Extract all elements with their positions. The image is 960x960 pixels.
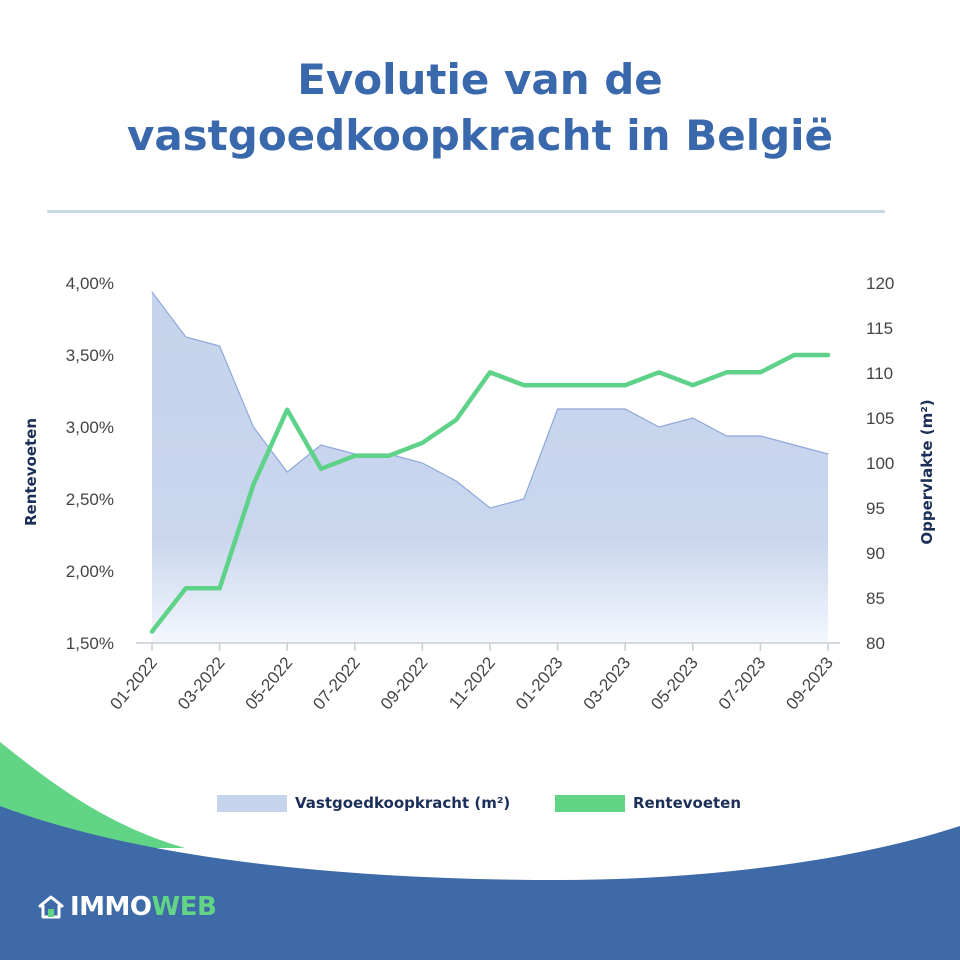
legend-swatch-line (555, 794, 625, 812)
area-point (489, 507, 491, 509)
rate-point (252, 484, 254, 486)
area-point (759, 435, 761, 437)
line-series-layer (149, 352, 831, 634)
area-point (523, 498, 525, 500)
immoweb-logo[interactable]: IMMO WEB (38, 892, 217, 922)
left-tick-label: 3,00% (66, 418, 114, 437)
rate-point (557, 384, 559, 386)
right-tick-label: 110 (866, 364, 893, 383)
area-point (320, 444, 322, 446)
house-icon (38, 895, 64, 919)
x-tick-label: 03-2023 (580, 653, 635, 713)
x-tick-label: 03-2022 (174, 653, 229, 713)
x-tick-label: 11-2022 (445, 653, 499, 712)
right-tick-label: 105 (866, 409, 894, 428)
chart-legend: Vastgoedkoopkracht (m²) Rentevoeten (0, 794, 960, 816)
footer-blue-wave (0, 806, 960, 960)
area-point (726, 435, 728, 437)
right-tick-label: 100 (866, 454, 894, 473)
right-tick-label: 85 (866, 589, 885, 608)
x-tick-label: 05-2023 (647, 653, 702, 713)
x-tick-label: 01-2023 (512, 653, 567, 713)
left-axis-ticks: 1,50% 2,00% 2,50% 3,00% 3,50% 4,00% (66, 274, 114, 653)
rate-point (590, 384, 592, 386)
x-axis-ticks: 01-2022 03-2022 05-2022 07-2022 09-2022 11-20… (106, 643, 837, 713)
area-point (658, 426, 660, 428)
area-point (590, 408, 592, 410)
x-tick-label: 09-2023 (782, 653, 837, 713)
legend-item-line: Rentevoeten (555, 794, 741, 812)
rate-point (421, 442, 423, 444)
title-line-1: Evolutie van de (297, 55, 663, 104)
area-point (793, 444, 795, 446)
rate-point (489, 371, 491, 373)
right-tick-label: 80 (866, 634, 885, 653)
right-axis-ticks: 80 85 90 95 100 105 110 115 120 (866, 274, 894, 653)
area-point (455, 480, 457, 482)
title-line-2: vastgoedkoopkracht in België (126, 111, 834, 160)
right-tick-label: 90 (866, 544, 885, 563)
area-point (421, 462, 423, 464)
left-tick-label: 2,50% (66, 490, 114, 509)
right-tick-label: 120 (866, 274, 894, 293)
rate-point (320, 468, 322, 470)
area-series-fill (152, 292, 828, 643)
rate-point (219, 587, 221, 589)
area-point (151, 291, 153, 293)
rate-point (658, 371, 660, 373)
rate-point (827, 354, 829, 356)
rate-point (726, 371, 728, 373)
rate-point (759, 371, 761, 373)
rate-point (354, 455, 356, 457)
rate-point (624, 384, 626, 386)
right-tick-label: 115 (866, 319, 893, 338)
right-axis-title: Oppervlakte (m²) (918, 399, 936, 544)
logo-text-immo: IMMO (70, 892, 152, 922)
purchasing-power-chart: 01-2022 03-2022 05-2022 07-2022 09-2022 11-20… (22, 274, 936, 713)
legend-item-area: Vastgoedkoopkracht (m²) (217, 794, 510, 812)
x-tick-label: 07-2022 (309, 653, 364, 713)
right-tick-label: 95 (866, 499, 885, 518)
legend-swatch-area (217, 794, 287, 812)
left-tick-label: 3,50% (66, 346, 114, 365)
area-point (219, 345, 221, 347)
rate-point (692, 384, 694, 386)
area-point (252, 426, 254, 428)
x-tick-label: 09-2022 (377, 653, 432, 713)
rate-point (793, 354, 795, 356)
left-tick-label: 2,00% (66, 562, 114, 581)
rate-point (455, 419, 457, 421)
x-tick-label: 01-2022 (106, 653, 161, 713)
area-series-layer (151, 291, 829, 643)
area-point (557, 408, 559, 410)
page-title: Evolutie van de vastgoedkoopkracht in Be… (0, 52, 960, 164)
area-point (692, 417, 694, 419)
left-axis-title: Rentevoeten (22, 418, 40, 526)
area-point (624, 408, 626, 410)
left-tick-label: 1,50% (66, 634, 114, 653)
title-divider (47, 210, 885, 213)
x-tick-label: 05-2022 (242, 653, 297, 713)
footer-green-wave (0, 742, 185, 848)
logo-text-web: WEB (151, 892, 217, 922)
area-point (286, 471, 288, 473)
rate-point (523, 384, 525, 386)
rate-point (388, 455, 390, 457)
x-tick-label: 07-2023 (715, 653, 770, 713)
rate-point (151, 631, 153, 632)
area-point (827, 453, 829, 455)
left-tick-label: 4,00% (66, 274, 114, 293)
legend-label-line: Rentevoeten (633, 794, 742, 812)
area-point (185, 336, 187, 338)
legend-label-area: Vastgoedkoopkracht (m²) (295, 794, 511, 812)
rate-point (286, 409, 288, 411)
rate-point (185, 587, 187, 589)
